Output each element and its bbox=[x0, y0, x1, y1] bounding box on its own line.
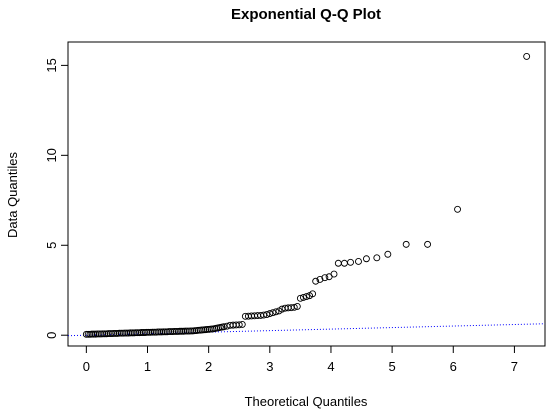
data-point bbox=[117, 329, 125, 337]
data-point bbox=[347, 258, 354, 266]
data-point bbox=[321, 274, 329, 282]
data-point bbox=[154, 328, 162, 336]
data-point bbox=[128, 329, 136, 337]
data-point bbox=[181, 327, 189, 335]
data-point bbox=[187, 327, 195, 335]
x-tick-label: 5 bbox=[388, 359, 395, 374]
data-point bbox=[303, 293, 310, 300]
y-tick-label: 0 bbox=[44, 332, 59, 339]
data-point bbox=[170, 327, 178, 335]
plot-frame bbox=[67, 41, 546, 347]
data-point bbox=[104, 330, 112, 338]
data-point bbox=[126, 329, 134, 337]
data-point bbox=[82, 330, 90, 338]
data-point bbox=[159, 328, 167, 336]
y-tick-label: 15 bbox=[44, 58, 59, 72]
points-layer bbox=[82, 52, 531, 338]
x-axis: 0 1 2 3 4 5 6 7 bbox=[83, 345, 518, 374]
data-point bbox=[299, 293, 307, 301]
data-point bbox=[266, 310, 274, 318]
data-point bbox=[296, 294, 304, 302]
data-point bbox=[161, 328, 169, 336]
x-axis-label: Theoretical Quantiles bbox=[245, 394, 368, 409]
data-point bbox=[121, 329, 129, 337]
x-tick-label: 1 bbox=[144, 359, 151, 374]
data-point bbox=[238, 320, 246, 328]
data-point bbox=[384, 250, 392, 258]
data-point bbox=[95, 330, 103, 338]
chart-title: Exponential Q-Q Plot bbox=[231, 6, 381, 23]
data-point bbox=[150, 328, 158, 336]
data-point bbox=[355, 258, 362, 265]
data-point bbox=[112, 329, 120, 337]
data-point bbox=[99, 330, 107, 338]
data-point bbox=[178, 327, 186, 335]
data-point bbox=[334, 259, 342, 267]
x-tick-label: 7 bbox=[511, 359, 518, 374]
data-point bbox=[101, 330, 109, 338]
x-tick-label: 3 bbox=[266, 359, 273, 374]
data-point bbox=[134, 329, 142, 337]
data-point bbox=[312, 277, 320, 285]
x-tick-label: 2 bbox=[205, 359, 212, 374]
data-point bbox=[362, 255, 370, 263]
data-point bbox=[330, 270, 338, 278]
data-point bbox=[424, 240, 432, 248]
y-axis-label: Data Quantiles bbox=[5, 152, 20, 238]
data-point bbox=[272, 308, 280, 316]
data-point bbox=[235, 321, 243, 329]
y-axis: 0 5 10 15 bbox=[44, 58, 69, 339]
data-point bbox=[145, 328, 153, 336]
data-point bbox=[139, 329, 147, 336]
data-point bbox=[143, 328, 151, 336]
data-point bbox=[183, 327, 191, 335]
data-point bbox=[148, 328, 156, 336]
data-point bbox=[123, 329, 131, 337]
data-point bbox=[156, 328, 164, 336]
data-point bbox=[93, 330, 101, 338]
data-point bbox=[106, 330, 114, 338]
data-point bbox=[316, 275, 324, 283]
data-point bbox=[263, 311, 271, 318]
data-point bbox=[137, 329, 145, 336]
data-point bbox=[165, 328, 173, 336]
data-point bbox=[269, 309, 277, 317]
data-point bbox=[293, 302, 301, 310]
data-point bbox=[290, 303, 298, 311]
data-point bbox=[115, 329, 123, 337]
x-tick-label: 0 bbox=[83, 359, 90, 374]
data-point bbox=[84, 330, 92, 338]
x-tick-label: 6 bbox=[450, 359, 457, 374]
data-point bbox=[373, 254, 381, 262]
y-tick-label: 10 bbox=[44, 148, 59, 162]
data-point bbox=[309, 290, 317, 298]
x-tick-label: 4 bbox=[327, 359, 334, 374]
data-point bbox=[132, 329, 140, 337]
data-point bbox=[90, 330, 98, 338]
data-point bbox=[454, 205, 461, 213]
data-point bbox=[402, 240, 410, 248]
y-tick-label: 5 bbox=[44, 242, 59, 249]
data-point bbox=[172, 327, 180, 335]
data-point bbox=[340, 259, 348, 267]
data-point bbox=[523, 52, 531, 60]
data-point bbox=[88, 330, 96, 338]
data-point bbox=[167, 328, 175, 336]
data-point bbox=[176, 327, 184, 335]
data-point bbox=[110, 329, 118, 337]
